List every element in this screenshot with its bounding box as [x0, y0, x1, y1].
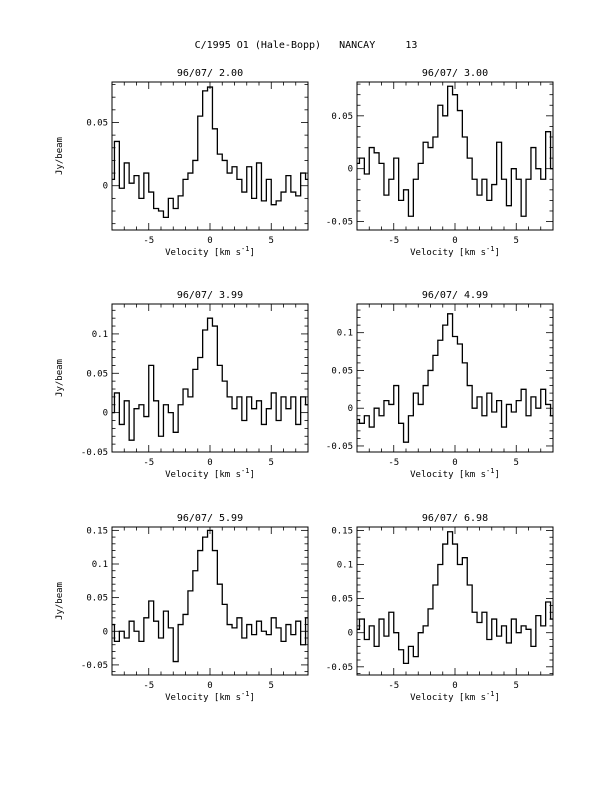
y-tick-label: 0.05 — [86, 118, 108, 128]
y-axis-label: Jy/beam — [55, 359, 65, 397]
x-tick-label: 5 — [514, 458, 519, 468]
spectrum-line — [112, 529, 308, 663]
x-tick-label: -5 — [388, 236, 399, 246]
panels-container: 96/07/ 2.00 -5 0 5 0 0.05 Velocity [km s-1] Jy/… — [55, 68, 554, 703]
panel-title: 96/07/ 5.99 — [177, 513, 243, 524]
y-tick-label: 0 — [348, 629, 353, 639]
x-tick-label: -5 — [388, 458, 399, 468]
plot-frame — [356, 81, 554, 231]
panel-title: 96/07/ 3.99 — [177, 290, 243, 301]
x-tick-label: 0 — [452, 681, 457, 691]
y-tick-label: -0.05 — [326, 218, 353, 228]
spectrum-panel-2: 96/07/ 3.00 -5 0 5 -0.05 0 0.05 Velocity [km s-… — [326, 68, 554, 258]
y-tick-label: 0.05 — [331, 595, 353, 605]
x-tick-label: 5 — [269, 458, 274, 468]
x-tick-label: 0 — [207, 681, 212, 691]
spectrum-panel-5: 96/07/ 5.99 -5 0 5 -0.05 0 0.05 0.1 0.15 Velocity… — [55, 513, 309, 703]
y-tick-label: 0 — [103, 409, 108, 419]
y-tick-label: 0.1 — [92, 330, 108, 340]
spectrum-line — [112, 86, 308, 218]
y-tick-label: 0.15 — [331, 526, 353, 536]
x-axis-label: Velocity [km s-1] — [165, 245, 255, 258]
y-tick-label: 0 — [103, 182, 108, 192]
y-tick-label: -0.05 — [326, 663, 353, 673]
spectrum-line — [357, 85, 553, 217]
spectrum-line — [357, 313, 553, 443]
panel-title: 96/07/ 6.98 — [422, 513, 488, 524]
y-tick-label: 0.05 — [331, 112, 353, 122]
x-axis-label: Velocity [km s-1] — [165, 690, 255, 703]
y-tick-label: 0.1 — [337, 329, 353, 339]
plot-frame — [111, 81, 309, 231]
plot-frame — [111, 303, 309, 453]
y-tick-label: 0.1 — [92, 560, 108, 570]
y-tick-label: 0.05 — [86, 594, 108, 604]
y-tick-label: -0.05 — [81, 661, 108, 671]
x-axis-label: Velocity [km s-1] — [165, 467, 255, 480]
y-tick-label: 0 — [348, 165, 353, 175]
y-tick-label: 0.15 — [86, 526, 108, 536]
y-tick-label: 0 — [348, 404, 353, 414]
x-tick-label: -5 — [143, 236, 154, 246]
x-tick-label: 0 — [207, 458, 212, 468]
panel-title: 96/07/ 4.99 — [422, 290, 488, 301]
spectrum-panel-3: 96/07/ 3.99 -5 0 5 -0.05 0 0.05 0.1 Velocity [km… — [55, 290, 309, 480]
y-axis-label: Jy/beam — [55, 582, 65, 620]
x-tick-label: 0 — [452, 236, 457, 246]
spectrum-line — [112, 317, 308, 441]
x-tick-label: -5 — [388, 681, 399, 691]
y-tick-label: 0.1 — [337, 561, 353, 571]
panel-title: 96/07/ 2.00 — [177, 68, 243, 79]
y-tick-label: -0.05 — [81, 448, 108, 458]
plot-frame — [356, 303, 554, 453]
x-tick-label: 5 — [514, 236, 519, 246]
plot-frame — [111, 526, 309, 676]
plot-frame — [356, 526, 554, 676]
x-tick-label: 0 — [207, 236, 212, 246]
spectrum-panel-4: 96/07/ 4.99 -5 0 5 -0.05 0 0.05 0.1 Velocity [km… — [326, 290, 554, 480]
x-axis-label: Velocity [km s-1] — [410, 467, 500, 480]
y-tick-label: 0 — [103, 627, 108, 637]
x-tick-label: 5 — [269, 236, 274, 246]
spectrum-panel-1: 96/07/ 2.00 -5 0 5 0 0.05 Velocity [km s-1] Jy/… — [55, 68, 309, 258]
y-tick-label: 0.05 — [86, 369, 108, 379]
x-axis-label: Velocity [km s-1] — [410, 245, 500, 258]
x-tick-label: 0 — [452, 458, 457, 468]
x-tick-label: 5 — [269, 681, 274, 691]
y-axis-label: Jy/beam — [55, 137, 65, 175]
y-tick-label: 0.05 — [331, 366, 353, 376]
x-axis-label: Velocity [km s-1] — [410, 690, 500, 703]
x-tick-label: 5 — [514, 681, 519, 691]
spectrum-line — [357, 531, 553, 665]
panel-title: 96/07/ 3.00 — [422, 68, 488, 79]
page-title: C/1995 O1 (Hale-Bopp) NANCAY 13 — [195, 40, 418, 51]
y-tick-label: -0.05 — [326, 442, 353, 452]
spectrum-panel-6: 96/07/ 6.98 -5 0 5 -0.05 0 0.05 0.1 0.15 Velocity… — [326, 513, 554, 703]
x-tick-label: -5 — [143, 681, 154, 691]
x-tick-label: -5 — [143, 458, 154, 468]
